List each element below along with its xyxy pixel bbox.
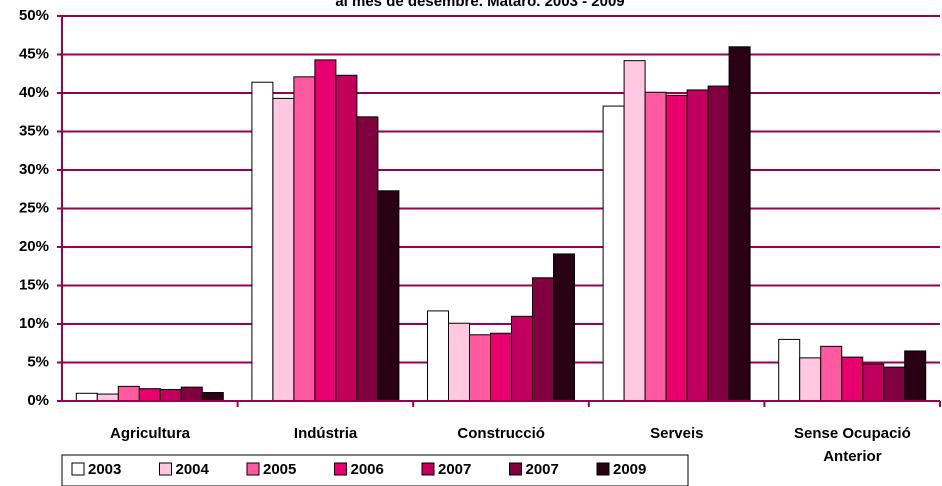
y-tick-label: 40%	[19, 84, 49, 101]
y-tick-label: 45%	[19, 45, 49, 62]
bar	[778, 338, 801, 402]
legend-swatch	[421, 462, 435, 476]
legend-label: 2006	[351, 461, 384, 478]
legend-swatch	[159, 462, 172, 476]
chart-title: al mes de desembre. Mataró. 2003 - 2009	[335, 0, 624, 10]
bar	[841, 356, 864, 402]
y-tick-label: 20%	[19, 238, 49, 255]
legend-swatch	[596, 462, 610, 476]
legend-label: 2009	[613, 461, 646, 478]
bar	[201, 392, 224, 402]
legend-label: 2007	[526, 461, 559, 478]
bar	[75, 392, 98, 402]
bar	[117, 385, 140, 402]
y-tick-label: 0%	[27, 392, 49, 409]
y-tick-label: 10%	[19, 315, 49, 332]
bar	[820, 345, 843, 402]
bar	[448, 322, 470, 402]
bar	[883, 366, 906, 402]
bar	[511, 315, 533, 402]
bar	[862, 363, 885, 402]
bar	[180, 386, 203, 402]
y-tick-label: 15%	[19, 276, 49, 293]
bar	[553, 253, 575, 402]
y-tick-label: 25%	[19, 199, 49, 216]
bar	[686, 89, 709, 402]
bar	[356, 116, 379, 402]
legend-label: 2004	[176, 461, 210, 478]
y-tick-label: 35%	[19, 122, 49, 139]
bar	[904, 350, 927, 402]
bar	[377, 190, 400, 402]
legend-swatch	[509, 462, 522, 476]
bar	[490, 332, 512, 402]
bar	[96, 393, 119, 402]
legend-swatch	[334, 462, 347, 476]
x-tick-label: Agricultura	[109, 425, 190, 442]
x-tick-label: Indústria	[293, 425, 358, 442]
bar	[272, 97, 295, 402]
bar	[159, 388, 182, 402]
bar	[665, 94, 688, 402]
y-tick-label: 50%	[19, 7, 49, 24]
legend-label: 2007	[438, 461, 471, 478]
bar	[427, 310, 449, 402]
bar	[532, 277, 554, 402]
x-tick-label: Sense Ocupació Anterior	[794, 425, 911, 465]
bar	[469, 334, 491, 402]
bar	[799, 357, 822, 402]
legend-label: 2005	[263, 461, 296, 478]
legend-swatch	[246, 462, 260, 476]
bar	[602, 105, 625, 402]
bar	[293, 76, 316, 402]
bar	[644, 91, 667, 402]
bar	[623, 60, 646, 402]
bar	[138, 388, 161, 402]
legend-swatch	[71, 462, 85, 476]
bar	[335, 74, 358, 402]
bar	[251, 81, 274, 402]
y-tick-label: 30%	[19, 161, 49, 178]
bar	[707, 85, 730, 402]
x-tick-label: Construcció	[457, 425, 545, 442]
y-tick-label: 5%	[27, 353, 49, 370]
x-tick-label: Serveis	[650, 425, 704, 442]
bar	[728, 46, 751, 402]
legend-label: 2003	[88, 461, 121, 478]
bar	[314, 59, 337, 402]
